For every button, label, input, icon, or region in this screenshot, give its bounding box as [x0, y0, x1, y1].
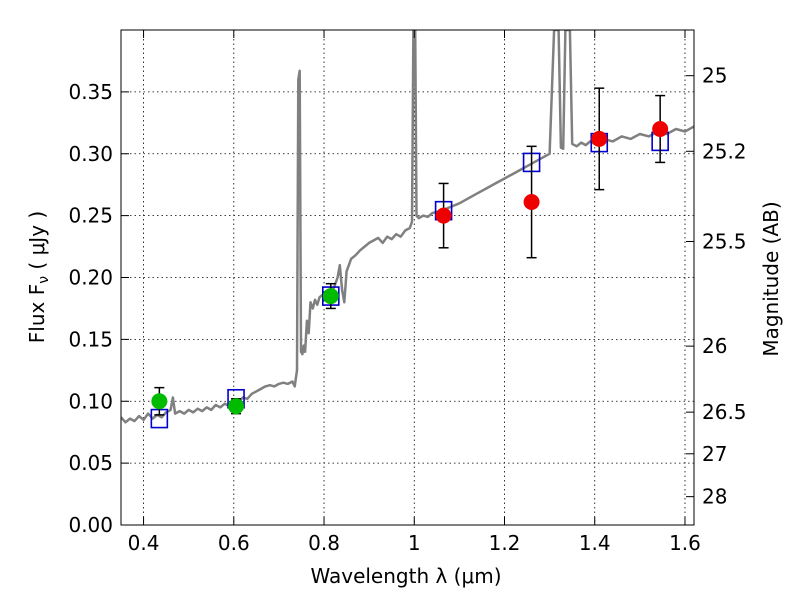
x-tick-label: 1	[408, 531, 421, 555]
y-axis-label: Flux Fν ( μJy )	[25, 211, 52, 343]
x-tick-label: 0.4	[128, 531, 160, 555]
optical-point	[151, 393, 168, 410]
plot-area	[121, 30, 694, 429]
y2-tick-label: 25.2	[702, 139, 747, 163]
x-tick-label: 1.4	[579, 531, 611, 555]
y2-tick-label: 27	[702, 442, 727, 466]
y2-axis-label: Magnitude (AB)	[759, 201, 783, 356]
spectrum-line	[121, 30, 694, 424]
y2-tick-label: 28	[702, 485, 727, 509]
axis-ticks: 0.4 0.6 0.8 1 1.2 1.4 1.6 0.00 0.05 0.10 0.15 0.20 0…	[68, 30, 747, 555]
y-tick-label: 0.20	[68, 266, 113, 290]
nir-point	[435, 207, 452, 224]
optical-point	[322, 288, 339, 305]
y-axis-label-subscript: ν	[36, 276, 52, 284]
y2-tick-label: 26.5	[702, 400, 747, 424]
y-tick-label: 0.05	[68, 451, 113, 475]
x-tick-label: 1.6	[669, 531, 701, 555]
y-axis-label-main: Flux F	[25, 284, 49, 343]
y-tick-label: 0.35	[68, 80, 113, 104]
y2-tick-label: 25.5	[702, 230, 747, 254]
nir-point	[591, 130, 608, 147]
y-tick-label: 0.10	[68, 389, 113, 413]
x-tick-label: 1.2	[489, 531, 521, 555]
y-tick-label: 0.25	[68, 204, 113, 228]
y-tick-label: 0.15	[68, 327, 113, 351]
x-tick-label: 0.6	[218, 531, 250, 555]
y-axis-label-unit: ( μJy )	[25, 211, 49, 276]
y2-tick-label: 25	[702, 64, 727, 88]
y-tick-label: 0.00	[68, 513, 113, 537]
nir-point	[652, 121, 669, 137]
y-tick-label: 0.30	[68, 142, 113, 166]
x-tick-label: 0.8	[308, 531, 340, 555]
optical-point	[228, 398, 245, 415]
x-axis-label: Wavelength λ (μm)	[310, 564, 501, 588]
nir-point	[523, 194, 540, 211]
y2-tick-label: 26	[702, 334, 727, 358]
